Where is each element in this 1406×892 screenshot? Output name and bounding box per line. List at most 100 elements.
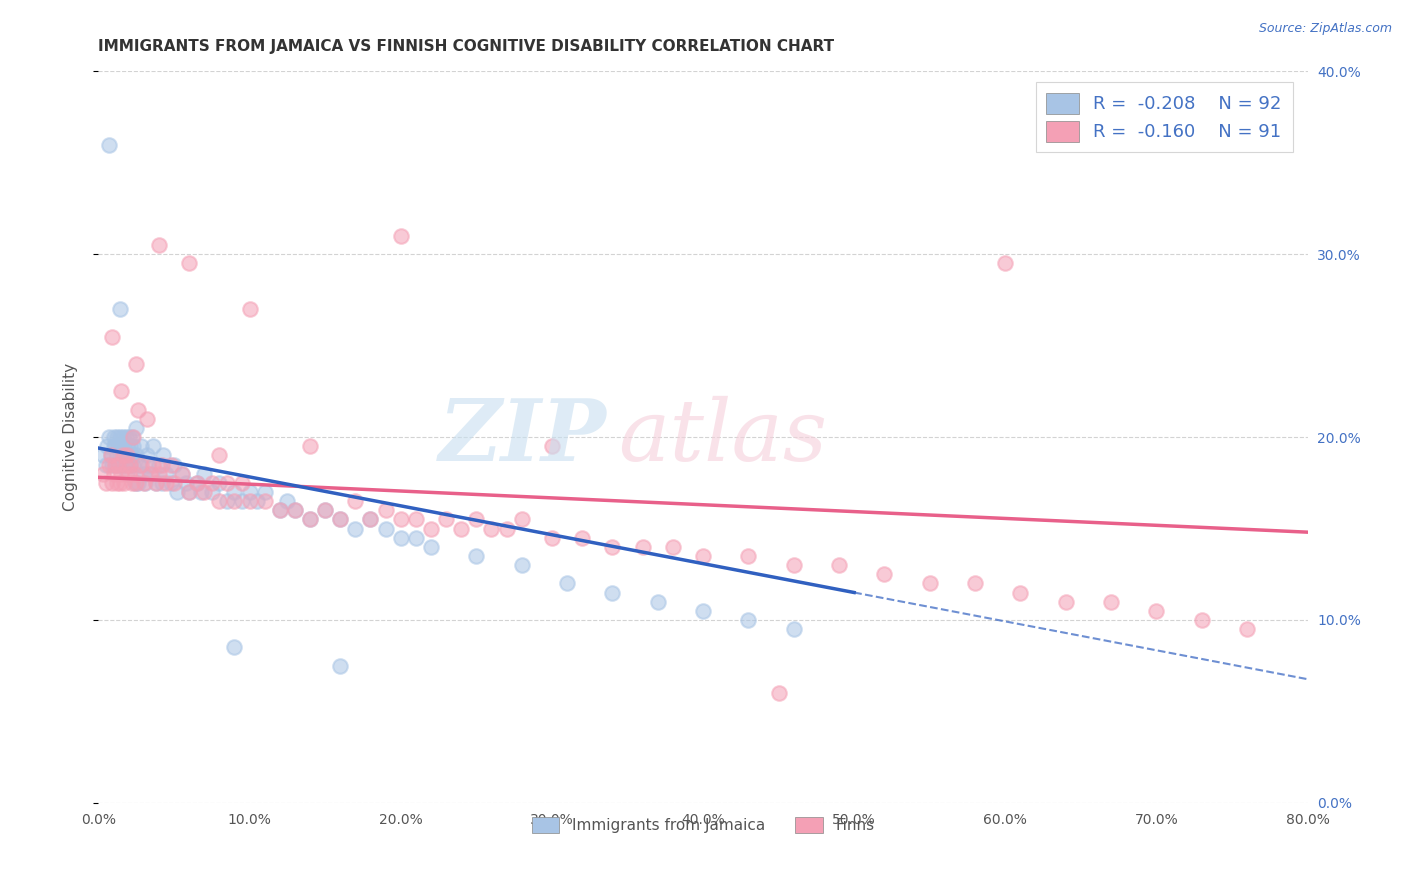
Point bbox=[299, 439, 322, 453]
Point bbox=[190, 485, 212, 500]
Point bbox=[110, 384, 132, 399]
Point bbox=[692, 549, 714, 563]
Point bbox=[110, 467, 132, 481]
Point bbox=[107, 439, 129, 453]
Point bbox=[269, 503, 291, 517]
Point bbox=[112, 439, 135, 453]
Point bbox=[94, 458, 117, 472]
Point bbox=[141, 467, 163, 481]
Point bbox=[134, 475, 156, 490]
Point bbox=[174, 475, 197, 490]
Point bbox=[142, 439, 165, 453]
Point bbox=[124, 467, 146, 481]
Point bbox=[111, 448, 134, 462]
Point bbox=[128, 458, 150, 472]
Point bbox=[124, 475, 146, 490]
Point bbox=[121, 430, 143, 444]
Point bbox=[571, 531, 593, 545]
Point bbox=[145, 475, 167, 490]
Point bbox=[389, 229, 412, 244]
Point bbox=[155, 467, 177, 481]
Point bbox=[105, 475, 128, 490]
Point bbox=[101, 475, 124, 490]
Point bbox=[120, 439, 142, 453]
Point bbox=[965, 576, 987, 591]
Point bbox=[215, 494, 238, 508]
Point bbox=[768, 686, 790, 700]
Point bbox=[360, 512, 382, 526]
Point bbox=[201, 485, 224, 500]
Point bbox=[344, 494, 367, 508]
Point bbox=[163, 475, 186, 490]
Point bbox=[481, 521, 503, 535]
Point bbox=[110, 458, 132, 472]
Point bbox=[239, 494, 262, 508]
Text: Source: ZipAtlas.com: Source: ZipAtlas.com bbox=[1258, 22, 1392, 36]
Point bbox=[166, 485, 188, 500]
Point bbox=[160, 458, 183, 472]
Point bbox=[510, 558, 533, 573]
Point bbox=[661, 540, 683, 554]
Point bbox=[163, 458, 186, 472]
Point bbox=[1144, 604, 1167, 618]
Point bbox=[98, 137, 121, 152]
Point bbox=[145, 475, 167, 490]
Point bbox=[495, 521, 517, 535]
Point bbox=[602, 585, 624, 599]
Point bbox=[389, 531, 412, 545]
Point bbox=[179, 485, 201, 500]
Point bbox=[112, 475, 135, 490]
Point bbox=[160, 475, 183, 490]
Y-axis label: Cognitive Disability: Cognitive Disability bbox=[63, 363, 77, 511]
Point bbox=[253, 485, 276, 500]
Point bbox=[98, 430, 121, 444]
Point bbox=[186, 475, 208, 490]
Point bbox=[389, 512, 412, 526]
Point bbox=[602, 540, 624, 554]
Point bbox=[121, 448, 143, 462]
Point bbox=[103, 430, 125, 444]
Point bbox=[101, 458, 124, 472]
Point bbox=[148, 458, 170, 472]
Point bbox=[374, 521, 396, 535]
Point bbox=[1054, 594, 1077, 608]
Point bbox=[208, 448, 231, 462]
Point bbox=[186, 475, 208, 490]
Point bbox=[828, 558, 851, 573]
Point bbox=[114, 430, 136, 444]
Point bbox=[193, 485, 215, 500]
Point bbox=[420, 540, 443, 554]
Point bbox=[208, 475, 231, 490]
Point bbox=[135, 448, 157, 462]
Point bbox=[108, 448, 131, 462]
Point bbox=[115, 448, 138, 462]
Point bbox=[405, 512, 427, 526]
Point bbox=[94, 475, 117, 490]
Point bbox=[150, 458, 173, 472]
Point bbox=[510, 512, 533, 526]
Point bbox=[231, 475, 253, 490]
Point bbox=[132, 467, 155, 481]
Point bbox=[100, 448, 122, 462]
Point bbox=[139, 467, 162, 481]
Text: ZIP: ZIP bbox=[439, 395, 606, 479]
Point bbox=[125, 421, 148, 435]
Point bbox=[104, 439, 127, 453]
Point bbox=[148, 467, 170, 481]
Point bbox=[208, 494, 231, 508]
Point bbox=[450, 521, 472, 535]
Point bbox=[299, 512, 322, 526]
Point bbox=[110, 439, 132, 453]
Point bbox=[239, 301, 262, 317]
Point bbox=[121, 475, 143, 490]
Point bbox=[96, 439, 118, 453]
Point bbox=[405, 531, 427, 545]
Text: IMMIGRANTS FROM JAMAICA VS FINNISH COGNITIVE DISABILITY CORRELATION CHART: IMMIGRANTS FROM JAMAICA VS FINNISH COGNI… bbox=[98, 38, 835, 54]
Point bbox=[374, 503, 396, 517]
Point bbox=[112, 458, 135, 472]
Point bbox=[104, 458, 127, 472]
Point bbox=[115, 467, 138, 481]
Point bbox=[239, 485, 262, 500]
Point bbox=[114, 458, 136, 472]
Point bbox=[155, 475, 177, 490]
